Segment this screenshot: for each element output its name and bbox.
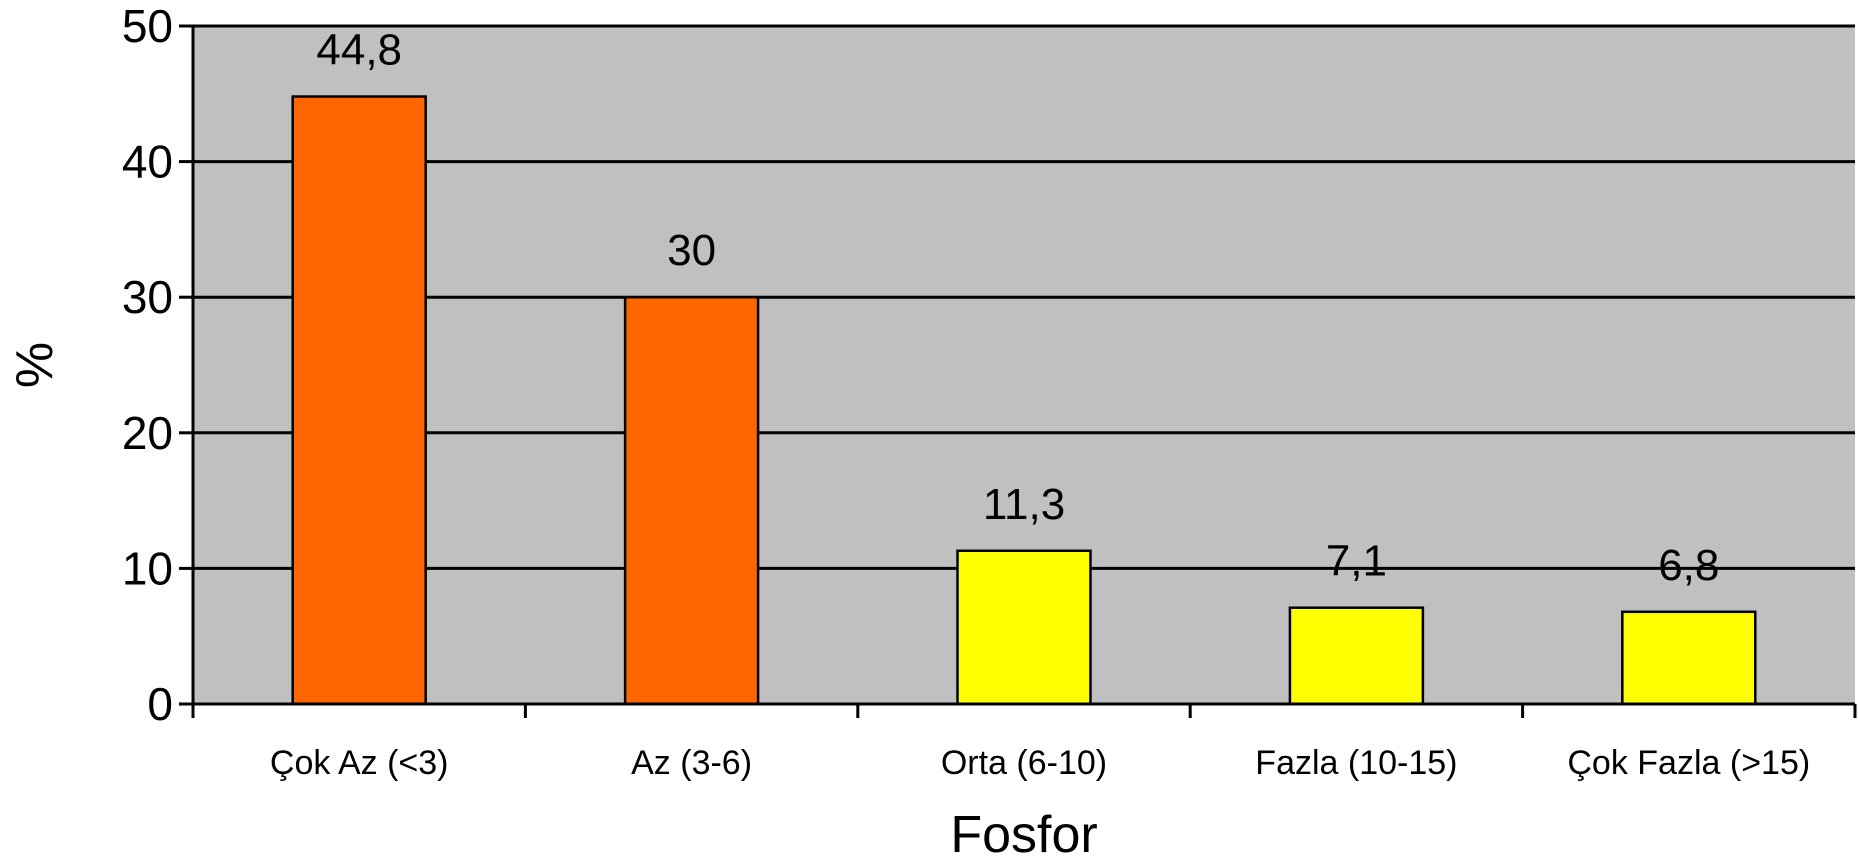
labels: 44,8 Çok Az (<3) 30 Az (3-6) 11,3 Orta (6-10)… — [122, 0, 1810, 782]
data-label: 30 — [667, 226, 716, 275]
x-tick-label: Çok Fazla (>15) — [1567, 744, 1810, 782]
data-label: 11,3 — [983, 480, 1065, 529]
bars — [291, 95, 1757, 706]
bar — [623, 295, 760, 706]
y-tick-label: 0 — [147, 678, 173, 730]
bar — [1621, 610, 1757, 706]
data-label: 44,8 — [316, 26, 402, 75]
axes — [179, 24, 1857, 718]
x-axis-title: Fosfor — [950, 806, 1097, 862]
x-tick-label: Orta (6-10) — [941, 744, 1107, 782]
data-label: 7,1 — [1326, 537, 1387, 586]
y-axis-title: % — [6, 342, 64, 388]
y-tick-label: 20 — [122, 407, 173, 459]
x-tick-label: Çok Az (<3) — [270, 744, 449, 782]
bar — [1288, 606, 1425, 706]
data-label: 6,8 — [1658, 541, 1719, 590]
gridlines — [193, 24, 1855, 570]
y-tick-label: 40 — [122, 136, 173, 188]
y-tick-label: 30 — [122, 271, 173, 323]
y-tick-label: 50 — [122, 0, 173, 52]
bar — [291, 95, 427, 706]
x-tick-label: Az (3-6) — [631, 744, 752, 782]
bar — [956, 549, 1092, 706]
y-tick-label: 10 — [122, 542, 173, 594]
x-tick-label: Fazla (10-15) — [1255, 744, 1457, 782]
